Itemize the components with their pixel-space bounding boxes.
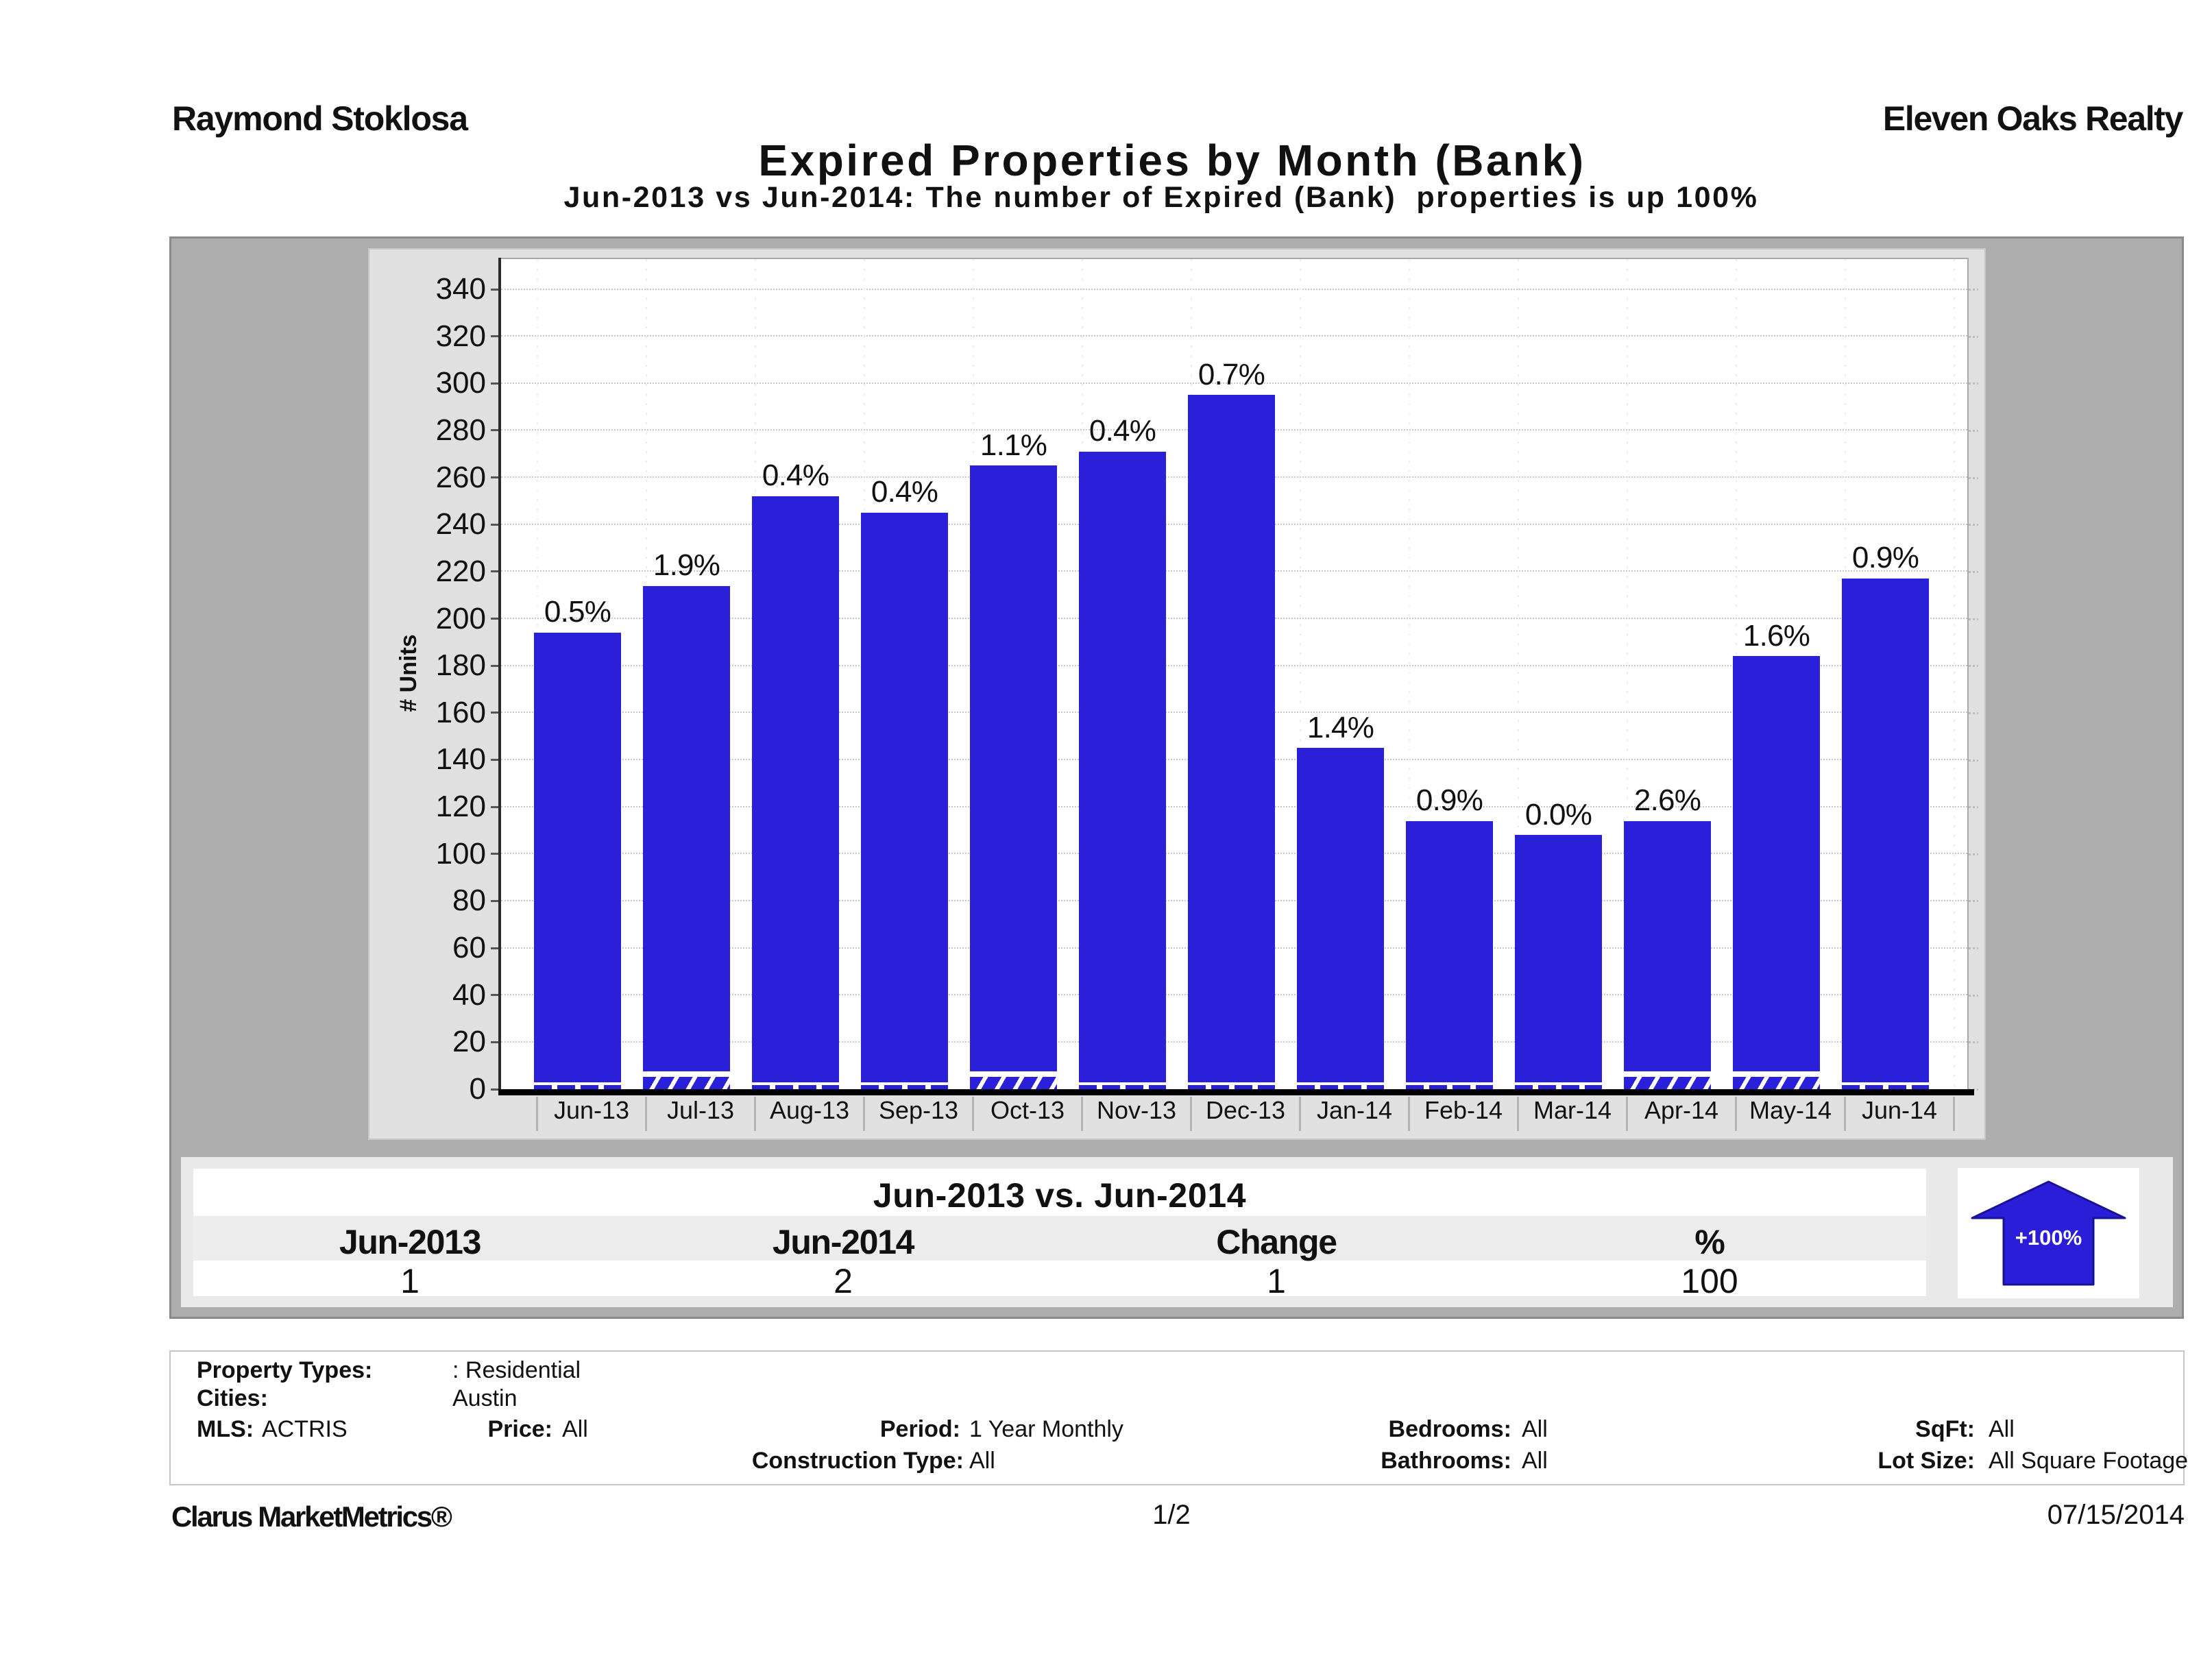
svg-text:+100%: +100% bbox=[2015, 1226, 2082, 1250]
